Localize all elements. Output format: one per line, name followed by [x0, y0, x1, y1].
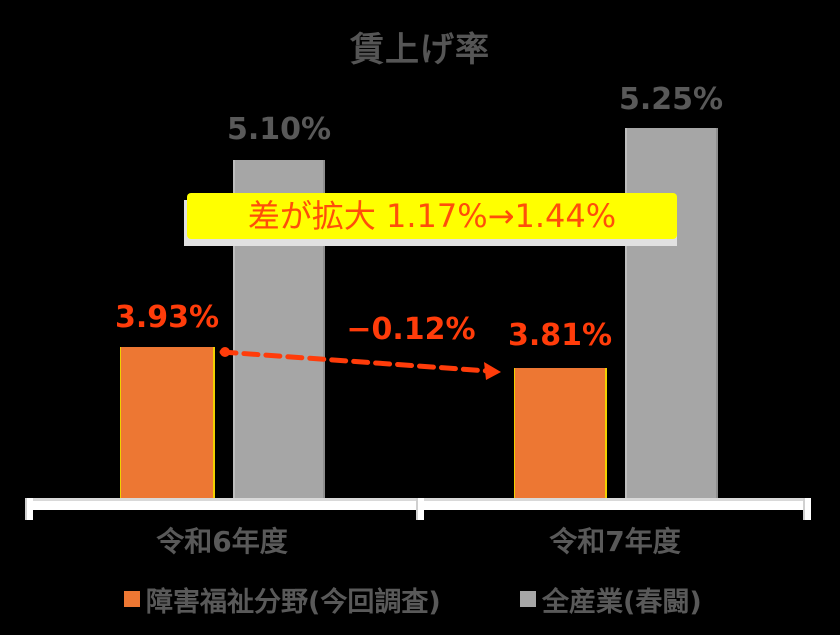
value-label-r6-disability-welfare: 3.93%: [114, 300, 220, 335]
change-label: −0.12%: [346, 312, 476, 347]
legend-item-all-industries: 全産業(春闘): [520, 582, 702, 618]
bar-r6-disability-welfare: [120, 347, 215, 498]
value-label-r7-all-industries: 5.25%: [618, 82, 724, 117]
value-label-r7-disability-welfare: 3.81%: [507, 318, 613, 353]
legend-swatch-gray-icon: [520, 591, 536, 607]
legend-label: 全産業(春闘): [542, 586, 702, 618]
x-axis-tick-left: [25, 498, 33, 520]
gap-widened-callout: 差が拡大 1.17%→1.44%: [187, 193, 677, 239]
x-axis-tick-right: [803, 498, 811, 520]
bar-r7-disability-welfare: [514, 368, 607, 498]
bar-r7-all-industries: [625, 128, 718, 498]
chart-title: 賃上げ率: [350, 30, 490, 70]
legend-item-disability-welfare: 障害福祉分野(今回調査): [124, 582, 441, 618]
x-axis-tick-mid: [416, 498, 424, 520]
value-label-r6-all-industries: 5.10%: [226, 112, 332, 147]
legend-swatch-orange-icon: [124, 591, 140, 607]
category-label-r7: 令和7年度: [549, 525, 681, 558]
category-label-r6: 令和6年度: [156, 525, 288, 558]
legend-label: 障害福祉分野(今回調査): [146, 586, 441, 618]
